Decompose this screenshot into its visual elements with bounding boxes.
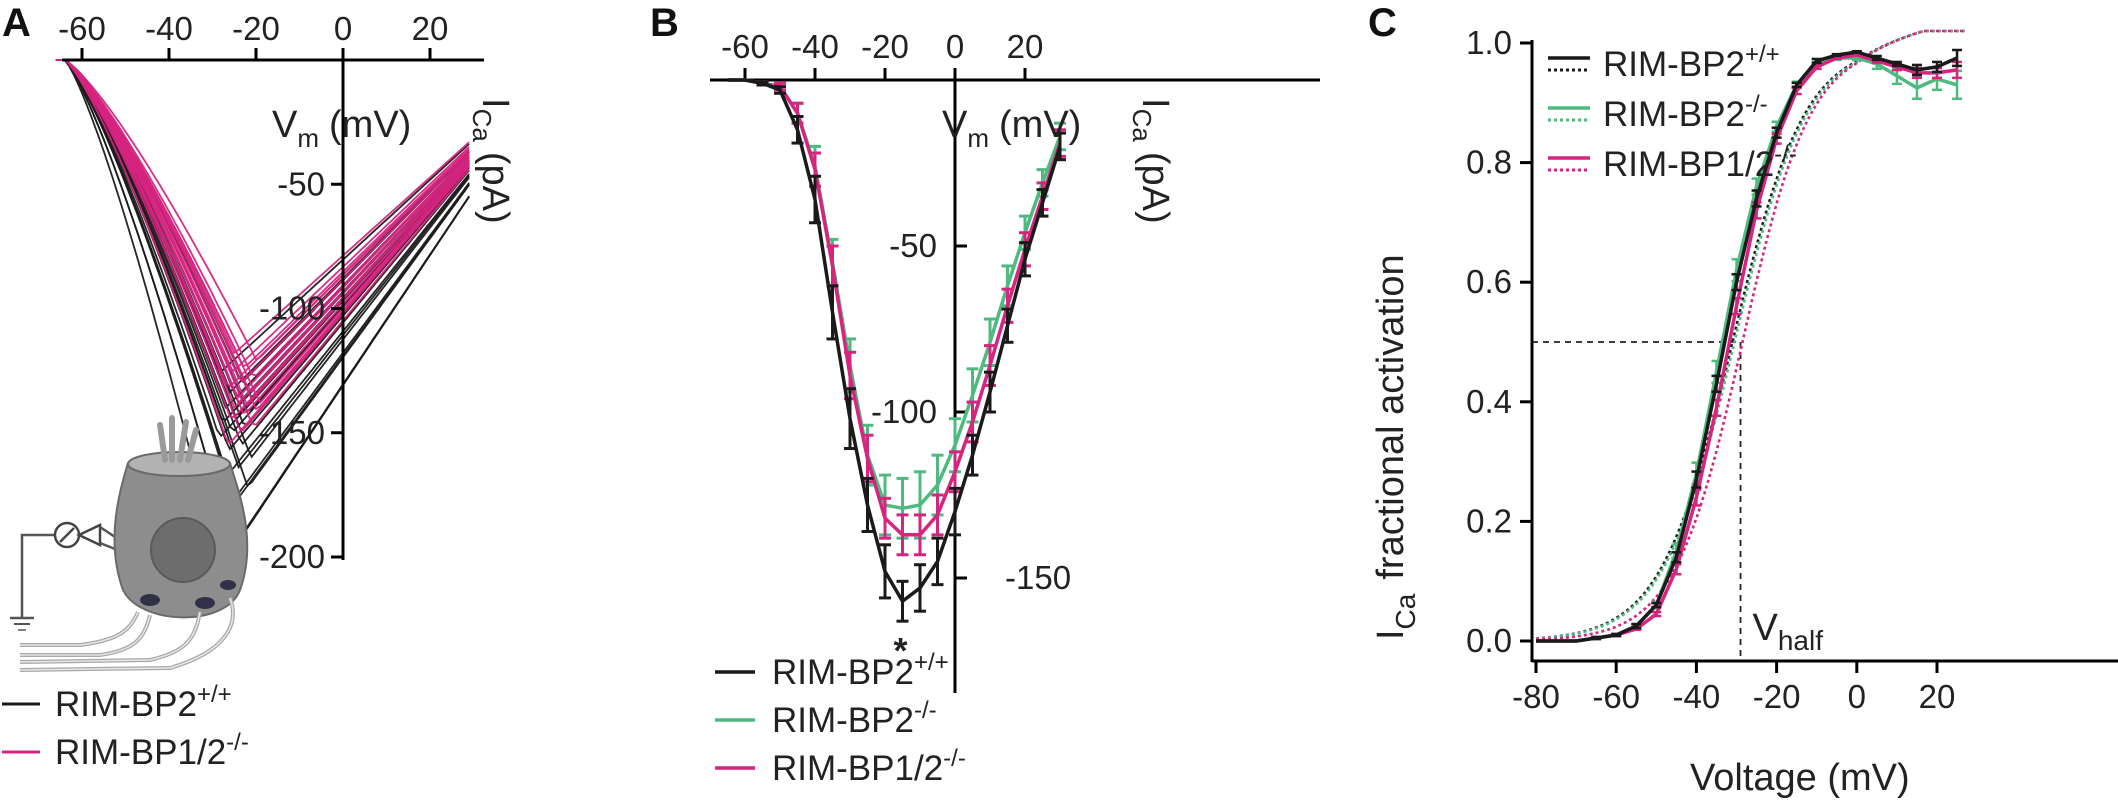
panel-c-vhalf-label: Vhalf bbox=[1753, 607, 1824, 656]
y-tick-label: 0.6 bbox=[1466, 263, 1512, 300]
panel-a-ticks: -60 -40 -20 0 20-50-100-150-200 bbox=[58, 10, 448, 575]
legend-item-rim-bp1-2-ko: RIM-BP1/2-/- bbox=[1548, 141, 1797, 184]
x-tick-label: -60 bbox=[58, 10, 106, 47]
panel-c-vhalf-guides bbox=[1532, 341, 1742, 661]
x-tick-label: -80 bbox=[1512, 678, 1560, 715]
legend-label-rim-bp2-ko: RIM-BP2-/- bbox=[772, 697, 937, 740]
legend-item-rim-bp2-wt: RIM-BP2+/+ bbox=[1548, 41, 1780, 84]
series-line bbox=[1536, 53, 1958, 643]
panel-b: B -60 -40 -20 0 20 -50 -100 -150 Vm (mV) ICa(pA)… bbox=[650, 1, 1320, 788]
panel-c: C -80 -60 -40 -20 0 20 0.0 0.2 0.4 0.6 0.8 1.0 Volt… bbox=[1368, 1, 2118, 799]
trace-rim-bp2-wt bbox=[55, 59, 470, 512]
legend-label-rim-bp2-wt: RIM-BP2+/+ bbox=[1603, 41, 1780, 84]
x-tick-label: -60 bbox=[1592, 678, 1640, 715]
x-tick-label: 20 bbox=[1007, 28, 1044, 65]
x-tick-label: -40 bbox=[791, 28, 839, 65]
patch-clamp-cell-illustration bbox=[10, 415, 249, 672]
x-tick-label: -40 bbox=[1673, 678, 1721, 715]
y-tick-label: -100 bbox=[259, 290, 325, 327]
panel-b-legend: RIM-BP2+/+ RIM-BP2-/- RIM-BP1/2-/- bbox=[715, 649, 966, 788]
trace-rim-bp1-2-ko bbox=[55, 59, 470, 372]
panel-b-letter: B bbox=[650, 1, 679, 45]
trace-rim-bp1-2-ko bbox=[55, 59, 470, 361]
panel-c-legend: RIM-BP2+/+ RIM-BP2-/- RIM-BP1/2-/- bbox=[1548, 41, 1797, 184]
panel-b-ticks: -60 -40 -20 0 20 -50 -100 -150 bbox=[721, 28, 1071, 596]
y-tick-label: 0.4 bbox=[1466, 383, 1512, 420]
panel-a-x-label: Vm (mV) bbox=[272, 104, 411, 153]
legend-label-rim-bp2-ko: RIM-BP2-/- bbox=[1603, 91, 1768, 134]
panel-c-x-label: Voltage (mV) bbox=[1690, 757, 1910, 799]
panel-c-series bbox=[1535, 29, 1966, 643]
legend-item-rim-bp1-2-ko: RIM-BP1/2-/- bbox=[715, 745, 966, 788]
panel-a-legend: RIM-BP2+/+ RIM-BP1/2-/- bbox=[2, 681, 249, 772]
legend-label-rim-bp1-2-ko: RIM-BP1/2-/- bbox=[1603, 141, 1797, 184]
trace-rim-bp1-2-ko bbox=[55, 59, 470, 377]
x-tick-label: 0 bbox=[334, 10, 352, 47]
legend-item-rim-bp1-2-ko: RIM-BP1/2-/- bbox=[2, 729, 249, 772]
y-tick-label: -100 bbox=[871, 393, 937, 430]
panel-c-ticks: -80 -60 -40 -20 0 20 0.0 0.2 0.4 0.6 0.8 1.0 bbox=[1466, 24, 1955, 715]
trace-rim-bp1-2-ko bbox=[55, 59, 470, 432]
legend-label-rim-bp1-2-ko: RIM-BP1/2-/- bbox=[55, 729, 249, 772]
panel-a-traces bbox=[55, 59, 470, 569]
legend-item-rim-bp2-wt: RIM-BP2+/+ bbox=[715, 649, 949, 692]
panel-b-y-label: ICa(pA) bbox=[1127, 98, 1176, 224]
y-tick-label: -50 bbox=[277, 165, 325, 202]
x-tick-label: -20 bbox=[1753, 678, 1801, 715]
panel-c-letter: C bbox=[1368, 1, 1397, 45]
x-tick-label: -60 bbox=[721, 28, 769, 65]
y-tick-label: 0.0 bbox=[1466, 622, 1512, 659]
y-tick-label: -50 bbox=[889, 227, 937, 264]
y-tick-label: 1.0 bbox=[1466, 24, 1512, 61]
fit-curve bbox=[1535, 29, 1966, 640]
legend-label-rim-bp2-wt: RIM-BP2+/+ bbox=[772, 649, 949, 692]
panel-c-y-label: ICafractional activation bbox=[1370, 254, 1421, 640]
y-tick-label: -150 bbox=[1005, 559, 1071, 596]
x-tick-label: 20 bbox=[412, 10, 449, 47]
x-tick-label: -40 bbox=[145, 10, 193, 47]
x-tick-label: 0 bbox=[946, 28, 964, 65]
x-tick-label: 20 bbox=[1919, 678, 1956, 715]
legend-item-rim-bp2-ko: RIM-BP2-/- bbox=[715, 697, 937, 740]
x-tick-label: -20 bbox=[861, 28, 909, 65]
legend-label-rim-bp2-wt: RIM-BP2+/+ bbox=[55, 681, 232, 724]
fit-curve bbox=[1535, 29, 1966, 641]
y-tick-label: 0.8 bbox=[1466, 144, 1512, 181]
panel-b-significance-asterisk: * bbox=[894, 630, 908, 671]
panel-a-letter: A bbox=[2, 1, 31, 45]
legend-item-rim-bp2-wt: RIM-BP2+/+ bbox=[2, 681, 232, 724]
series-line bbox=[727, 78, 1062, 603]
panel-b-series bbox=[727, 78, 1066, 623]
y-tick-label: -150 bbox=[259, 414, 325, 451]
trace-rim-bp1-2-ko bbox=[55, 59, 470, 399]
y-tick-label: -200 bbox=[259, 538, 325, 575]
legend-item-rim-bp2-ko: RIM-BP2-/- bbox=[1548, 91, 1768, 134]
series-line bbox=[727, 78, 1062, 537]
panel-b-x-label: Vm (mV) bbox=[942, 104, 1081, 153]
fit-curve bbox=[1535, 29, 1966, 640]
trace-rim-bp1-2-ko bbox=[55, 59, 470, 383]
panel-a: A -60 -40 -20 0 20-50-100-150-200 Vm (mV) ICa… bbox=[2, 1, 516, 772]
x-tick-label: 0 bbox=[1848, 678, 1866, 715]
y-tick-label: 0.2 bbox=[1466, 502, 1512, 539]
trace-rim-bp2-wt bbox=[55, 59, 470, 479]
trace-rim-bp1-2-ko bbox=[55, 59, 470, 355]
x-tick-label: -20 bbox=[232, 10, 280, 47]
legend-label-rim-bp1-2-ko: RIM-BP1/2-/- bbox=[772, 745, 966, 788]
series-line bbox=[1536, 50, 1958, 643]
panel-a-y-label: ICa(pA) bbox=[467, 98, 516, 224]
